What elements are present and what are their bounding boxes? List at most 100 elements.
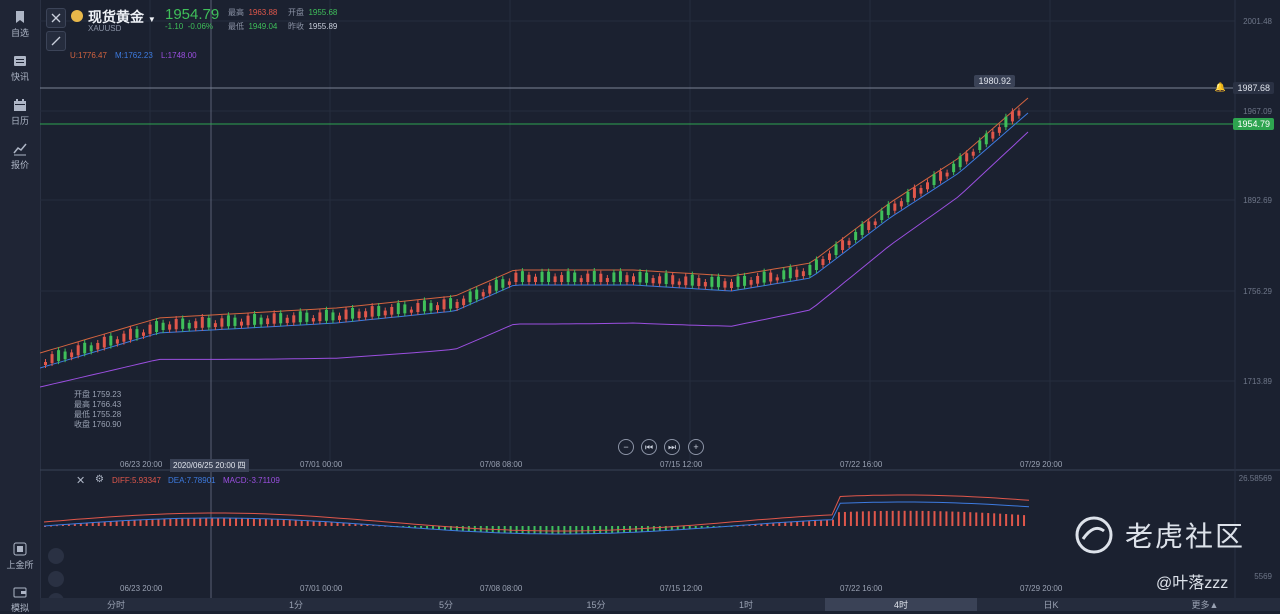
candle-body (266, 318, 270, 325)
candle-body (194, 321, 198, 329)
candle-body (599, 273, 603, 282)
sidebar-item-news[interactable]: 快讯 (0, 54, 40, 83)
candle-body (50, 354, 54, 364)
sidebar-item-watchlist[interactable]: 自选 (0, 10, 40, 39)
scroll-right-button[interactable]: ⏭ (664, 439, 680, 455)
macd-bar (646, 526, 649, 532)
draw-tool-button[interactable] (46, 31, 66, 51)
macd-bar (527, 526, 530, 534)
macd-diff: DIFF:5.93347 (112, 476, 161, 485)
symbol-name[interactable]: 现货黄金 ▼ (88, 7, 156, 27)
macd-bar (993, 513, 996, 526)
macd-bar (175, 518, 178, 526)
candle-body (351, 307, 355, 319)
sidebar-item-label: 上金所 (6, 560, 34, 570)
candle-body (690, 274, 694, 286)
exchange-icon (13, 542, 27, 556)
macd-bar (587, 526, 590, 534)
macd-bar (252, 518, 255, 526)
settings-icon[interactable]: ⚙ (95, 474, 104, 485)
tab-more[interactable]: 更多▲ (1191, 600, 1219, 610)
candle-body (83, 342, 87, 354)
macd-bar (455, 526, 458, 531)
tab-15min[interactable]: 15分 (586, 600, 606, 610)
candle-body (958, 156, 962, 168)
sidebar-item-calendar[interactable]: 日历 (0, 98, 40, 127)
candle-body (155, 321, 159, 332)
candle-body (553, 276, 557, 282)
ohlc-tooltip: 开盘 1759.23 最高 1766.43 最低 1755.28 收盘 1760… (74, 390, 121, 430)
tab-timeshare[interactable]: 分时 (106, 600, 125, 610)
draw-line-icon[interactable] (48, 571, 64, 587)
candle-body (651, 278, 655, 284)
boll-mid-line (40, 112, 1029, 369)
candle-body (997, 127, 1001, 133)
ohlc-open: 开盘 1759.23 (74, 390, 122, 399)
current-price: 1954.79 (165, 6, 220, 23)
macd-bar (157, 519, 160, 526)
macd-bar (790, 521, 793, 526)
macd-bar (241, 518, 243, 526)
macd-bar (521, 526, 524, 534)
tab-5min[interactable]: 5分 (438, 600, 453, 610)
macd-bar (324, 521, 327, 526)
sidebar-item-quotes[interactable]: 报价 (0, 142, 40, 171)
close-icon (51, 13, 61, 23)
macd-bar (778, 522, 781, 526)
tab-1min[interactable]: 1分 (288, 600, 303, 610)
close-macd-icon[interactable]: ✕ (76, 475, 86, 487)
tab-1h[interactable]: 1时 (738, 600, 753, 610)
change-percent: -0.06% (187, 22, 214, 31)
macd-bar (670, 526, 673, 531)
candle-body (142, 332, 145, 336)
candle-body (1017, 110, 1021, 116)
zoom-out-button[interactable]: − (618, 439, 634, 455)
macd-bar (545, 526, 548, 534)
scroll-left-button[interactable]: ⏮ (641, 439, 657, 455)
low-value: 1949.04 (248, 22, 278, 31)
candle-body (671, 275, 675, 285)
candle-body (873, 221, 877, 225)
chevron-down-icon[interactable]: ▼ (147, 15, 156, 24)
macd-bar (706, 526, 709, 528)
candle-body (847, 240, 851, 245)
macd-bar (49, 525, 52, 527)
price-axis-label: 1756.29 (1243, 287, 1272, 296)
candle-body (592, 271, 596, 282)
macd-axis-top: 26.58569 (1238, 474, 1272, 483)
macd-bar (658, 526, 661, 531)
candle-body (775, 277, 779, 281)
macd-bar (539, 526, 542, 534)
candle-body (292, 315, 296, 323)
sidebar-item-sge[interactable]: 上金所 (0, 542, 40, 571)
bell-icon[interactable]: 🔔 (1214, 82, 1226, 92)
candle-body (899, 201, 903, 207)
peak-price-tag: 1980.92 (974, 75, 1015, 87)
macd-bar (467, 526, 470, 532)
zoom-in-button[interactable]: + (688, 439, 704, 455)
macd-time-label: 07/29 20:00 (1020, 584, 1063, 593)
candle-body (507, 281, 511, 285)
macd-bar (581, 526, 584, 534)
boll-lower-line (40, 131, 1029, 388)
macd-bar (909, 510, 912, 526)
price-chart[interactable] (40, 0, 1280, 611)
chart-line-icon (13, 143, 27, 156)
high-value: 1963.88 (248, 8, 278, 17)
ohlc-low: 最低 1755.28 (74, 410, 122, 419)
sidebar-item-simulate[interactable]: 模拟 (0, 585, 40, 614)
close-button[interactable] (46, 8, 66, 28)
chart-area[interactable]: 现货黄金 ▼ XAUUSD 1954.79 -1.10 -0.06% 最高 19… (40, 0, 1280, 611)
macd-value: MACD:-3.71109 (223, 476, 280, 485)
candle-body (867, 221, 871, 230)
tab-4h[interactable]: 4时 (825, 598, 977, 611)
candle-body (723, 281, 727, 288)
price-axis-label: 1892.69 (1243, 196, 1272, 205)
tab-daily[interactable]: 日K (1043, 600, 1059, 610)
candle-body (240, 321, 243, 326)
candle-body (494, 279, 498, 291)
indicator-icon[interactable] (48, 548, 64, 564)
macd-bar (1005, 514, 1008, 526)
time-axis-label: 07/22 16:00 (840, 460, 883, 469)
candle-body (357, 311, 361, 318)
